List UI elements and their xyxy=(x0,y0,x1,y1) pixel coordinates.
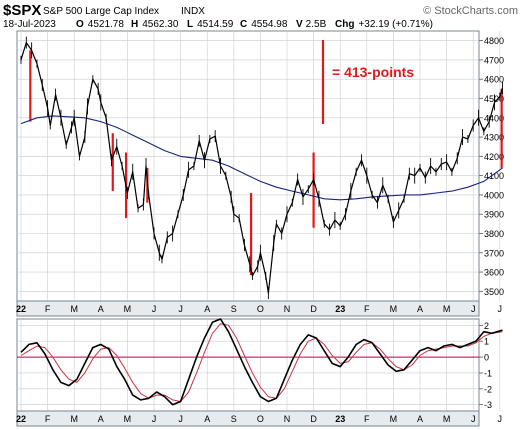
month-tick-label: J xyxy=(471,304,476,314)
price-tick-label: 3600 xyxy=(484,268,504,278)
price-tick-label: 4700 xyxy=(484,55,504,65)
price-panel: 3500 3600 3700 3800 3900 4000 4100 4200 4300 4400… xyxy=(16,30,504,302)
month-tick-label: M xyxy=(70,304,78,314)
price-tick-label: 4800 xyxy=(484,36,504,46)
month-tick-label: O xyxy=(257,414,264,424)
index-name: S&P 500 Large Cap Index xyxy=(43,6,159,17)
price-tick-label: 3500 xyxy=(484,287,504,297)
quote-date: 18-Jul-2023 xyxy=(3,19,56,30)
price-y-axis: 3500 3600 3700 3800 3900 4000 4100 4200 4300 4400… xyxy=(479,36,504,297)
month-tick-label: A xyxy=(204,304,210,314)
oscillator-tick-label: 2 xyxy=(484,321,489,331)
price-tick-label: 4400 xyxy=(484,113,504,123)
oscillator-tick-label: 1 xyxy=(484,337,489,347)
month-tick-label: S xyxy=(231,414,237,424)
month-tick-label: M xyxy=(124,304,132,314)
oscillator-tick-label: -2 xyxy=(484,384,492,394)
price-tick-label: 4600 xyxy=(484,75,504,85)
month-tick-label: A xyxy=(204,414,210,424)
month-tick-label: J xyxy=(152,414,157,424)
month-tick-label: N xyxy=(284,414,291,424)
month-axis-bottom-bg xyxy=(16,410,480,427)
month-tick-label: 23 xyxy=(335,304,345,314)
month-tick-label: N xyxy=(284,304,291,314)
month-tick-label: M xyxy=(390,304,398,314)
price-tick-label: 3700 xyxy=(484,248,504,258)
price-grid xyxy=(17,31,501,301)
month-tick-label: M xyxy=(443,414,451,424)
month-tick-label: J xyxy=(471,414,476,424)
oscillator-panel: 2 1 0 -1 -2 -3 xyxy=(16,318,503,412)
exchange-label: INDX xyxy=(181,6,205,17)
price-tick-label: 4100 xyxy=(484,171,504,181)
month-tick-label: J xyxy=(152,304,157,314)
quote-volume: V 2.5B xyxy=(296,19,327,30)
price-tick-label: 4000 xyxy=(484,190,504,200)
price-tick-label: 3900 xyxy=(484,210,504,220)
oscillator-signal-line xyxy=(20,323,503,402)
ticker-symbol: $SPX xyxy=(3,2,41,19)
quote-change: Chg +32.19 (+0.71%) xyxy=(335,19,433,30)
moving-average-line xyxy=(20,115,503,201)
month-tick-label: S xyxy=(231,304,237,314)
month-tick-label: M xyxy=(70,414,78,424)
month-tick-label: F xyxy=(364,304,370,314)
month-tick-label: M xyxy=(443,304,451,314)
month-axis-top-bg xyxy=(16,300,480,317)
oscillator-tick-label: -3 xyxy=(484,400,492,410)
month-tick-label: A xyxy=(417,304,423,314)
month-tick-label: F xyxy=(45,414,51,424)
price-series xyxy=(20,36,504,300)
oscillator-panel-frame xyxy=(16,318,480,412)
quote-high: H 4562.30 xyxy=(131,19,179,30)
quote-low: L 4514.59 xyxy=(187,19,234,30)
month-tick-label: J xyxy=(498,414,503,424)
month-tick-label: A xyxy=(98,414,104,424)
month-tick-label: J xyxy=(178,304,183,314)
month-tick-label: 23 xyxy=(335,414,345,424)
oscillator-tick-label: -1 xyxy=(484,368,492,378)
month-tick-label: D xyxy=(310,414,317,424)
month-tick-label: A xyxy=(98,304,104,314)
price-tick-label: 4500 xyxy=(484,94,504,104)
stockcharts-watermark: © StockCharts.com xyxy=(423,5,518,17)
price-tick-label: 3800 xyxy=(484,229,504,239)
oscillator-series xyxy=(20,318,503,406)
month-axis-top: 22 F M A M J J A S O N D 23 F M A M J J xyxy=(16,304,502,314)
month-tick-label: F xyxy=(45,304,51,314)
month-tick-label: 22 xyxy=(16,414,26,424)
points-annotation: = 413-points xyxy=(332,64,414,80)
price-tick-label: 4300 xyxy=(484,133,504,143)
quote-open: O 4521.78 xyxy=(76,19,124,30)
month-tick-label: F xyxy=(364,414,370,424)
month-tick-label: J xyxy=(498,304,503,314)
month-axis-bottom: 22 F M A M J J A S O N D 23 F M A M J J xyxy=(16,414,502,424)
month-tick-label: O xyxy=(257,304,264,314)
month-tick-label: J xyxy=(178,414,183,424)
month-tick-label: M xyxy=(390,414,398,424)
month-tick-label: A xyxy=(417,414,423,424)
month-tick-label: 22 xyxy=(16,304,26,314)
oscillator-y-axis: 2 1 0 -1 -2 -3 xyxy=(479,321,492,410)
quote-close: C 4554.98 xyxy=(240,19,288,30)
price-tick-label: 4200 xyxy=(484,152,504,162)
oscillator-line xyxy=(20,318,503,406)
month-tick-label: D xyxy=(310,304,317,314)
oscillator-tick-label: 0 xyxy=(484,353,489,363)
month-tick-label: M xyxy=(124,414,132,424)
